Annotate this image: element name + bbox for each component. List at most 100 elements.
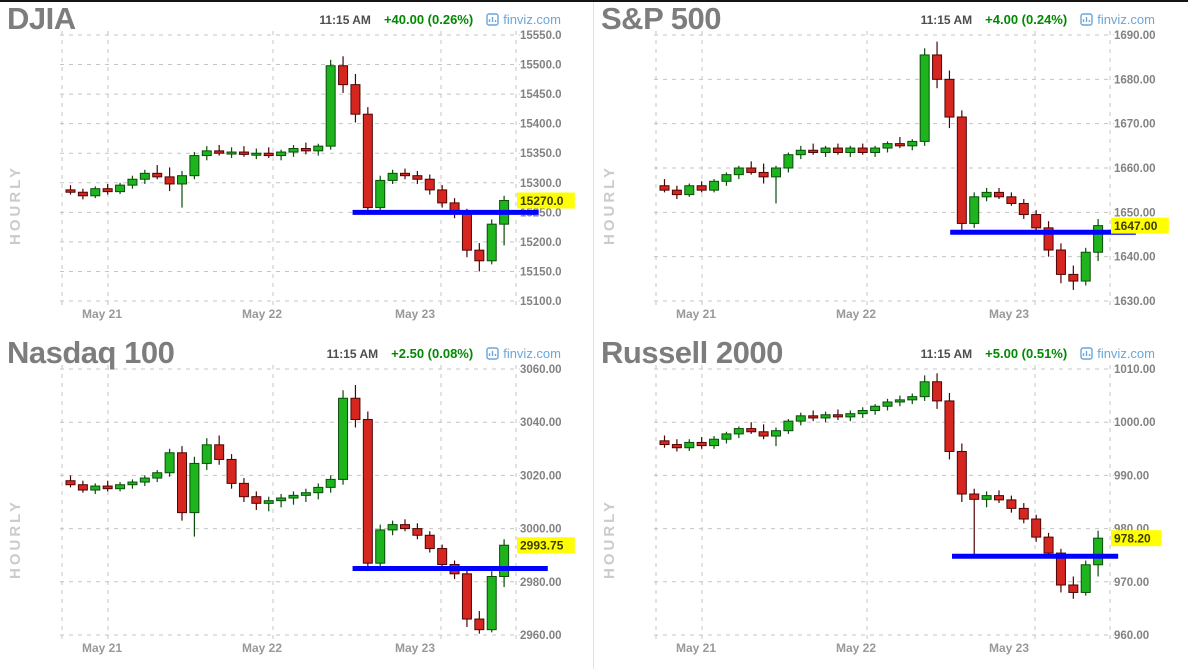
candle-body — [300, 492, 311, 496]
candle-body — [907, 396, 918, 401]
candle-body — [1080, 564, 1091, 593]
candle-body — [746, 167, 757, 173]
y-axis-label: 970.00 — [1114, 577, 1149, 589]
candle-body — [139, 477, 150, 483]
candlestick-plot-sp500[interactable]: 1690.00 1680.00 1670.00 1660.00 1650.00 1640.… — [594, 1, 1188, 335]
candle-body — [1043, 227, 1054, 251]
candle-body — [1018, 202, 1029, 216]
y-axis-label: 15200.0 — [520, 237, 562, 249]
candle-body — [919, 381, 930, 398]
chart-title-nasdaq100: Nasdaq 100 — [7, 335, 175, 370]
candle-body — [375, 529, 386, 564]
y-axis-label: 3040.00 — [520, 417, 562, 429]
y-axis-label: 1670.00 — [1114, 119, 1156, 131]
y-axis-label: 1650.00 — [1114, 207, 1156, 219]
candle-body — [808, 415, 819, 419]
x-axis-label: May 23 — [395, 641, 435, 655]
candle-body — [313, 145, 324, 152]
candle-body — [412, 175, 423, 180]
finviz-link[interactable]: finviz.com — [486, 346, 561, 361]
y-axis-label: 1640.00 — [1114, 252, 1156, 264]
candle-body — [1043, 536, 1054, 554]
last-price-tag — [1111, 217, 1169, 234]
x-axis-label: May 22 — [836, 641, 876, 655]
candle-body — [424, 178, 435, 191]
candle-body — [671, 189, 682, 196]
x-axis-label: May 21 — [676, 307, 716, 321]
finviz-link[interactable]: finviz.com — [1080, 12, 1155, 27]
candle-body — [400, 524, 410, 530]
image-divider — [593, 0, 594, 669]
candle-body — [214, 150, 225, 154]
candle-body — [944, 78, 955, 118]
candle-body — [65, 189, 76, 193]
candle-body — [1031, 518, 1042, 538]
candle-body — [251, 496, 262, 504]
quote-time: 11:15 AM — [920, 12, 973, 27]
candle-body — [115, 484, 126, 490]
candle-body — [795, 415, 806, 422]
candle-body — [152, 172, 163, 178]
chart-title-russell2000: Russell 2000 — [601, 335, 783, 370]
y-axis-label: 1680.00 — [1114, 74, 1156, 86]
finviz-link-label: finviz.com — [503, 12, 561, 27]
x-axis-label: May 22 — [242, 307, 282, 321]
last-price-tag-label: 15270.0 — [520, 194, 564, 208]
finviz-link[interactable]: finviz.com — [486, 12, 561, 27]
last-price-tag — [1111, 530, 1162, 547]
candle-body — [424, 534, 435, 550]
candle-body — [659, 185, 670, 191]
x-axis-label: May 21 — [82, 307, 122, 321]
candle-body — [276, 151, 287, 157]
candle-body — [1080, 251, 1091, 282]
candle-body — [907, 140, 918, 147]
candle-body — [362, 419, 373, 564]
y-axis-label: 15450.0 — [520, 89, 562, 101]
candle-body — [956, 450, 967, 495]
y-axis-label: 15300.0 — [520, 178, 562, 190]
candle-body — [1093, 537, 1104, 566]
candle-body — [251, 152, 262, 156]
x-axis-label: May 22 — [242, 641, 282, 655]
candle-body — [102, 188, 113, 193]
candle-body — [882, 401, 893, 407]
candle-body — [1031, 214, 1042, 229]
candle-body — [1068, 584, 1079, 593]
candle-body — [709, 180, 720, 191]
quote-time: 11:15 AM — [326, 346, 379, 361]
candle-body — [115, 184, 126, 193]
x-axis-label: May 22 — [836, 307, 876, 321]
candlestick-plot-nasdaq100[interactable]: 3060.00 3040.00 3020.00 3000.00 2980.00 2960.… — [0, 335, 594, 669]
y-axis-label: 1010.00 — [1114, 364, 1156, 376]
candle-body — [1006, 499, 1017, 509]
candle-body — [139, 172, 150, 180]
y-axis-label: 990.00 — [1114, 470, 1149, 482]
candle-body — [189, 155, 200, 177]
last-price-tag-label: 2993.75 — [520, 539, 564, 553]
x-axis-label: May 21 — [82, 641, 122, 655]
finviz-link[interactable]: finviz.com — [1080, 346, 1155, 361]
candle-body — [300, 147, 311, 152]
candlestick-plot-djia[interactable]: 15550.0 15500.0 15450.0 15400.0 15350.0 15300… — [0, 1, 594, 335]
candle-body — [177, 175, 187, 185]
candle-body — [65, 480, 76, 486]
candle-body — [412, 528, 423, 536]
candle-body — [882, 143, 893, 149]
candle-body — [659, 440, 670, 446]
candle-body — [733, 428, 744, 435]
candlestick-plot-russell2000[interactable]: 1010.001000.00990.00980.00970.00960.00Ma… — [594, 335, 1188, 669]
y-axis-label: 3000.00 — [520, 524, 562, 536]
finviz-link-label: finviz.com — [1097, 346, 1155, 361]
candle-body — [437, 189, 448, 204]
candle-body — [325, 65, 336, 147]
candle-body — [795, 149, 806, 156]
candle-body — [696, 185, 707, 191]
finviz-logo-icon — [486, 347, 499, 360]
candle-body — [870, 147, 881, 153]
candle-body — [857, 409, 868, 415]
candle-body — [164, 452, 175, 474]
candle-body — [671, 444, 682, 449]
candle-body — [981, 191, 992, 198]
candle-body — [499, 544, 510, 577]
